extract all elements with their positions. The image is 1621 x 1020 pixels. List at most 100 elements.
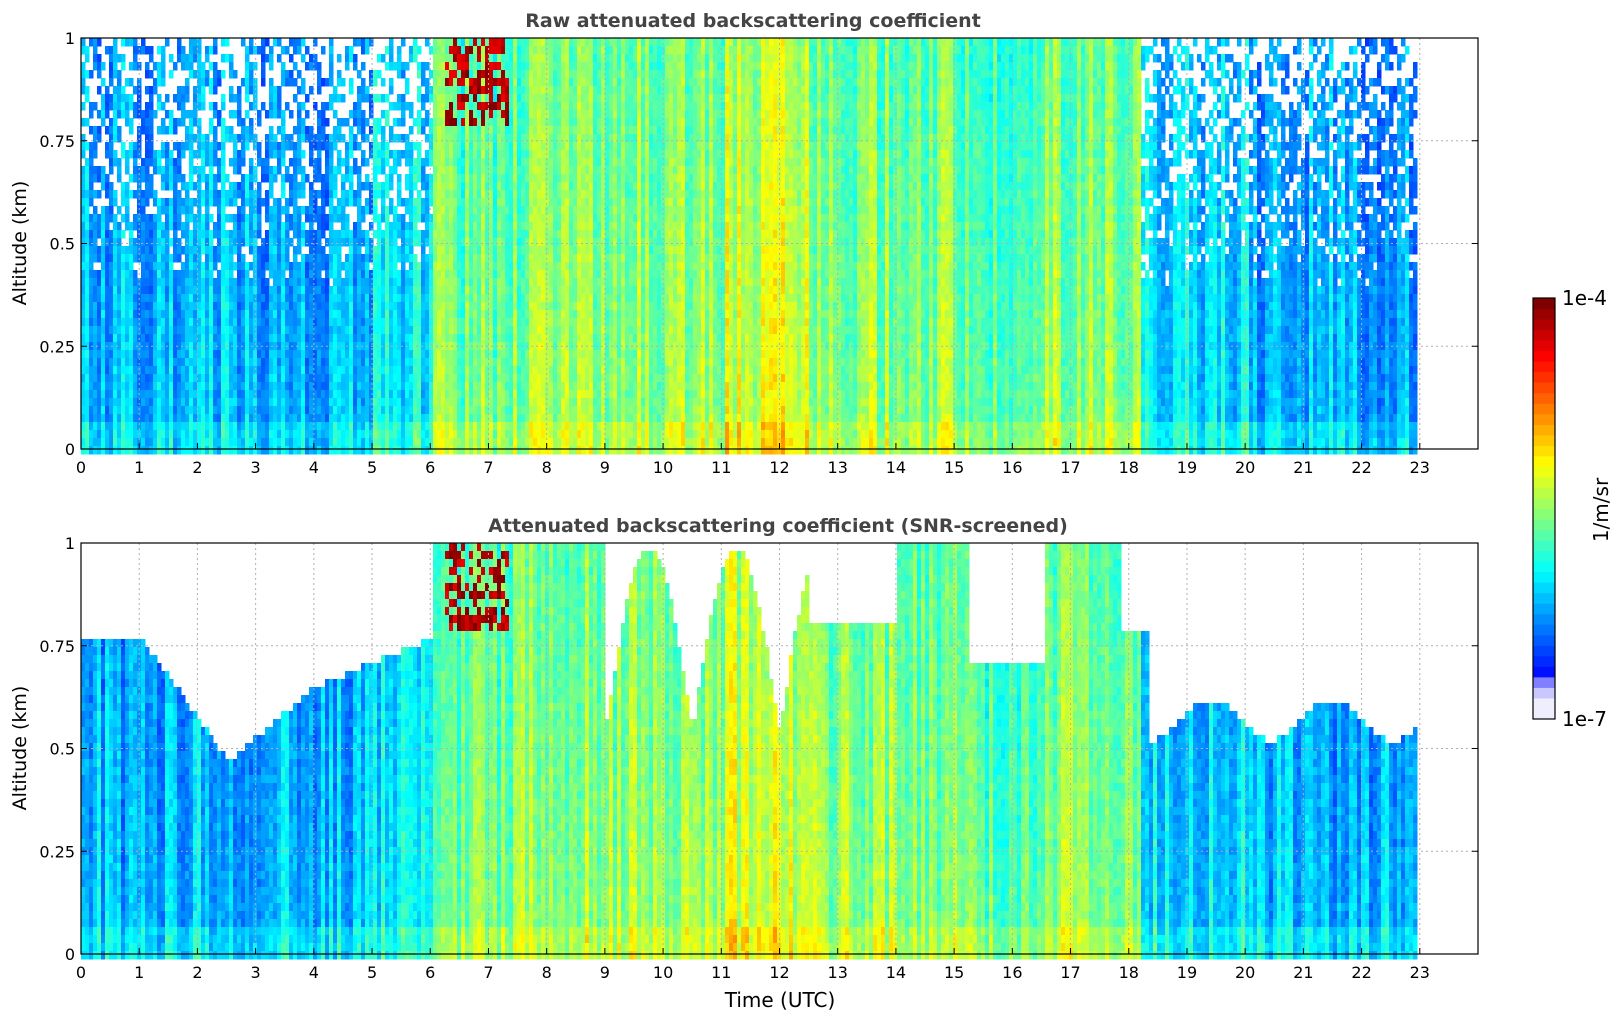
heatmap-cell <box>121 406 126 415</box>
heatmap-cell <box>177 46 182 55</box>
heatmap-cell <box>189 198 194 207</box>
heatmap-cell <box>165 38 170 47</box>
heatmap-cell <box>129 222 134 231</box>
heatmap-cell <box>97 318 102 327</box>
heatmap-cell <box>161 254 166 263</box>
heatmap-cell <box>181 54 186 63</box>
heatmap-cell <box>169 358 174 367</box>
heatmap-cell <box>81 310 86 319</box>
heatmap-cell <box>105 318 110 327</box>
heatmap-cell <box>189 366 194 375</box>
heatmap-cell <box>129 366 134 375</box>
heatmap-cell <box>213 278 218 287</box>
heatmap-cell <box>177 246 182 255</box>
heatmap-cell <box>181 430 186 439</box>
heatmap-cell <box>125 422 130 431</box>
heatmap-cell <box>109 166 114 175</box>
heatmap-cell <box>149 446 154 455</box>
heatmap-cell <box>121 182 126 191</box>
heatmap-cell <box>177 422 182 431</box>
heatmap-cell <box>149 286 154 295</box>
heatmap-cell <box>81 374 86 383</box>
heatmap-cell <box>125 278 130 287</box>
heatmap-cell <box>193 166 198 175</box>
heatmap-cell <box>113 422 118 431</box>
heatmap-cell <box>173 158 178 167</box>
heatmap-cell <box>81 302 86 311</box>
heatmap-cell <box>133 46 138 55</box>
heatmap-cell <box>85 94 90 103</box>
heatmap-cell <box>105 406 110 415</box>
heatmap-cell <box>145 126 150 135</box>
heatmap-cell <box>205 254 210 263</box>
heatmap-cell <box>149 358 154 367</box>
heatmap-cell <box>85 214 90 223</box>
heatmap-cell <box>109 358 114 367</box>
heatmap-cell <box>145 390 150 399</box>
heatmap-cell <box>145 254 150 263</box>
heatmap-cell <box>149 174 154 183</box>
heatmap-cell <box>205 54 210 63</box>
heatmap-cell <box>81 358 86 367</box>
heatmap-cell <box>209 190 214 199</box>
heatmap-cell <box>85 182 90 191</box>
heatmap-cell <box>157 286 162 295</box>
heatmap-cell <box>161 414 166 423</box>
heatmap-cell <box>85 438 90 447</box>
heatmap-cell <box>177 310 182 319</box>
heatmap-cell <box>105 294 110 303</box>
heatmap-cell <box>217 158 222 167</box>
panel-title-raw: Raw attenuated backscattering coefficien… <box>525 10 981 32</box>
heatmap-cell <box>165 110 170 119</box>
heatmap-cell <box>145 350 150 359</box>
heatmap-cell <box>93 166 98 175</box>
heatmap-cell <box>185 406 190 415</box>
heatmap-cell <box>165 326 170 335</box>
heatmap-cell <box>141 230 146 239</box>
heatmap-cell <box>213 86 218 95</box>
heatmap-cell <box>105 142 110 151</box>
heatmap-cell <box>177 102 182 111</box>
heatmap-cell <box>81 150 86 159</box>
heatmap-cell <box>209 142 214 151</box>
heatmap-cell <box>109 70 114 79</box>
heatmap-cell <box>125 270 130 279</box>
heatmap-cell <box>181 118 186 127</box>
heatmap-cell <box>169 350 174 359</box>
heatmap-cell <box>145 398 150 407</box>
heatmap-cell <box>181 446 186 455</box>
heatmap-cell <box>177 318 182 327</box>
heatmap-cell <box>173 310 178 319</box>
heatmap-cell <box>133 350 138 359</box>
heatmap-cell <box>205 446 210 455</box>
heatmap-cell <box>129 38 134 47</box>
heatmap-cell <box>161 326 166 335</box>
heatmap-cell <box>205 414 210 423</box>
heatmap-cell <box>145 406 150 415</box>
heatmap-cell <box>81 414 86 423</box>
heatmap-cell <box>105 262 110 271</box>
heatmap-cell <box>81 430 86 439</box>
heatmap-cell <box>177 214 182 223</box>
heatmap-cell <box>169 390 174 399</box>
heatmap-cell <box>165 182 170 191</box>
heatmap-cell <box>181 174 186 183</box>
heatmap-cell <box>209 174 214 183</box>
heatmap-cell <box>121 294 126 303</box>
heatmap-cell <box>129 190 134 199</box>
heatmap-cell <box>153 382 158 391</box>
heatmap-cell <box>165 414 170 423</box>
heatmap-cell <box>81 190 86 199</box>
heatmap-cell <box>149 46 154 55</box>
heatmap-cell <box>185 414 190 423</box>
heatmap-cell <box>89 430 94 439</box>
heatmap-cell <box>97 190 102 199</box>
heatmap-cell <box>161 406 166 415</box>
heatmap-cell <box>121 190 126 199</box>
heatmap-cell <box>189 294 194 303</box>
heatmap-cell <box>141 382 146 391</box>
heatmap-cell <box>217 222 222 231</box>
heatmap-cell <box>213 390 218 399</box>
heatmap-cell <box>117 54 122 63</box>
heatmap-cell <box>81 118 86 127</box>
